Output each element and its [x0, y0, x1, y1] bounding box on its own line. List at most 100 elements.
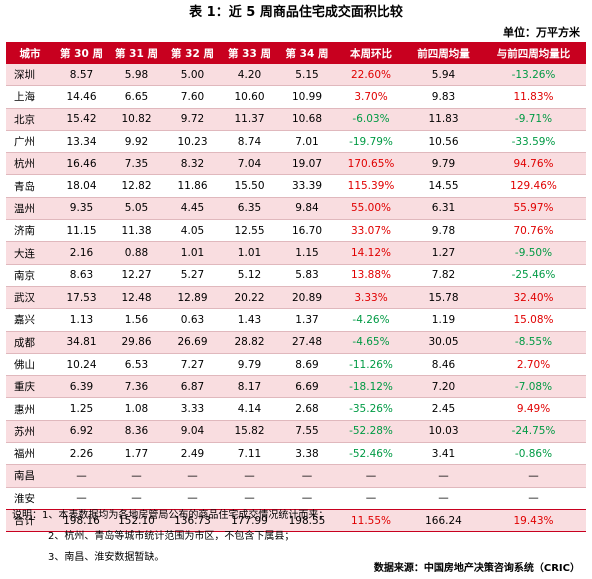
- city-cell: 杭州: [14, 158, 35, 171]
- header-week-31: 第 31 周: [109, 42, 164, 64]
- city-cell: 重庆: [14, 381, 35, 394]
- four-week-average-cell: —: [438, 492, 449, 505]
- table-row: 青岛 18.04 12.82 11.86 15.50 33.39 115.39% 14.55 1…: [6, 175, 586, 198]
- four-week-average-cell: 14.55: [428, 180, 459, 193]
- week-34-cell: 8.69: [295, 358, 319, 371]
- header-vs-four-week-average: 与前四周均量比: [481, 42, 586, 64]
- week-31-cell: —: [131, 469, 142, 482]
- week-32-cell: 3.33: [180, 403, 205, 416]
- week-31-cell: 0.88: [124, 247, 149, 260]
- week-30-cell: 14.46: [66, 90, 97, 103]
- table-row: 武汉 17.53 12.48 12.89 20.22 20.89 3.33% 15.78 32.…: [6, 286, 586, 309]
- week-31-cell: 1.56: [124, 313, 149, 326]
- four-week-average-cell: 3.41: [431, 447, 456, 460]
- city-cell: 青岛: [14, 180, 35, 193]
- table-row: 上海 14.46 6.65 7.60 10.60 10.99 3.70% 9.83 11.83%: [6, 86, 586, 109]
- week-34-cell: 7.55: [295, 425, 319, 438]
- week-32-cell: 10.23: [177, 135, 208, 148]
- city-cell: 武汉: [14, 292, 35, 305]
- week-30-cell: 10.24: [66, 358, 97, 371]
- header-week-over-week: 本周环比: [336, 42, 406, 64]
- vs-four-week-average-cell: -33.59%: [511, 135, 556, 148]
- week-33-cell: 8.74: [237, 135, 262, 148]
- week-33-cell: 4.14: [237, 403, 262, 416]
- week-30-cell: 1.25: [69, 403, 94, 416]
- week-32-cell: 7.60: [180, 90, 205, 103]
- week-over-week-cell: 33.07%: [350, 224, 392, 237]
- city-cell: 苏州: [14, 425, 35, 438]
- week-over-week-cell: -52.28%: [349, 425, 393, 438]
- week-33-cell: 5.12: [237, 269, 262, 282]
- week-32-cell: 4.45: [180, 202, 205, 215]
- vs-four-week-average-cell: -9.71%: [514, 113, 553, 126]
- week-33-cell: 177.99: [221, 508, 278, 533]
- week-30-cell: 8.63: [69, 269, 94, 282]
- week-over-week-cell: -4.65%: [352, 336, 390, 349]
- week-30-cell: 18.04: [66, 180, 97, 193]
- table-row: 南昌 — — — — — — — —: [6, 464, 586, 488]
- week-30-cell: 17.53: [66, 291, 97, 304]
- week-31-cell: 7.35: [124, 157, 149, 170]
- total-row: 合计 198.16 152.10 136.73 177.99 198.55 11.55% 16…: [6, 508, 586, 533]
- week-31-cell: 7.36: [124, 380, 149, 393]
- week-33-cell: —: [244, 492, 255, 505]
- week-over-week-cell: 3.70%: [354, 90, 388, 103]
- data-source: 数据来源：中国房地产决策咨询系统（CRIC）: [373, 563, 580, 574]
- week-31-cell: 29.86: [121, 336, 152, 349]
- week-30-cell: —: [76, 469, 87, 482]
- week-over-week-cell: 3.33%: [354, 291, 388, 304]
- vs-four-week-average-cell: -8.55%: [514, 336, 553, 349]
- week-34-cell: 10.99: [291, 90, 323, 103]
- header-week-30: 第 30 周: [54, 42, 109, 64]
- week-over-week-cell: -18.12%: [349, 380, 393, 393]
- week-33-cell: 12.55: [234, 224, 265, 237]
- table-row: 南京 8.63 12.27 5.27 5.12 5.83 13.88% 7.82 -25.46%: [6, 264, 586, 287]
- vs-four-week-average-cell: 11.83%: [513, 90, 554, 103]
- week-32-cell: 26.69: [177, 336, 208, 349]
- week-31-cell: 10.82: [121, 113, 152, 126]
- notes: 说明：1、本表数据均为各地房管局公布的商品住宅成交情况统计而来； 2、杭州、青岛…: [12, 505, 328, 568]
- vs-four-week-average-cell: 15.08%: [513, 313, 554, 326]
- note-line-3: 3、南昌、淮安数据暂缺。: [48, 552, 165, 563]
- week-31-cell: 6.53: [124, 358, 149, 371]
- four-week-average-cell: 166.24: [406, 508, 481, 533]
- table-row: 嘉兴 1.13 1.56 0.63 1.43 1.37 -4.26% 1.19 15.08%: [6, 309, 586, 332]
- four-week-average-cell: 1.27: [431, 247, 456, 260]
- week-33-cell: 7.04: [237, 157, 262, 170]
- week-33-cell: 7.11: [237, 447, 262, 460]
- week-34-cell: 5.83: [295, 269, 319, 282]
- week-33-cell: 1.01: [237, 247, 262, 260]
- note-line-2: 2、杭州、青岛等城市统计范围为市区，不包含下属县；: [48, 531, 295, 542]
- week-30-cell: 198.16: [54, 508, 109, 533]
- week-30-cell: 6.92: [69, 425, 94, 438]
- vs-four-week-average-cell: 129.46%: [510, 180, 557, 193]
- table-row: 重庆 6.39 7.36 6.87 8.17 6.69 -18.12% 7.20 -7.08%: [6, 375, 586, 398]
- week-32-cell: 4.05: [180, 224, 205, 237]
- vs-four-week-average-cell: 55.97%: [513, 202, 554, 215]
- four-week-average-cell: 2.45: [431, 403, 456, 416]
- city-cell: 深圳: [14, 69, 35, 82]
- header-city: 城市: [6, 42, 54, 64]
- four-week-average-cell: 7.82: [431, 269, 456, 282]
- week-32-cell: 2.49: [180, 447, 205, 460]
- week-30-cell: —: [76, 492, 87, 505]
- week-33-cell: 15.82: [234, 425, 265, 438]
- four-week-average-cell: —: [438, 469, 449, 482]
- city-cell: 嘉兴: [14, 314, 35, 327]
- week-32-cell: 11.86: [177, 180, 208, 193]
- vs-four-week-average-cell: -0.86%: [514, 447, 553, 460]
- four-week-average-cell: 10.56: [428, 135, 459, 148]
- week-34-cell: —: [301, 469, 313, 482]
- week-33-cell: 1.43: [237, 313, 262, 326]
- week-over-week-cell: 22.60%: [350, 68, 392, 81]
- week-33-cell: 20.22: [234, 291, 265, 304]
- note-line-1: 说明：1、本表数据均为各地房管局公布的商品住宅成交情况统计而来；: [12, 510, 329, 521]
- week-33-cell: 28.82: [234, 336, 265, 349]
- week-over-week-cell: 14.12%: [350, 247, 392, 260]
- header-week-32: 第 32 周: [164, 42, 221, 64]
- table-row: 济南 11.15 11.38 4.05 12.55 16.70 33.07% 9.78 70.7…: [6, 220, 586, 242]
- week-32-cell: 12.89: [177, 291, 208, 304]
- city-cell: 惠州: [14, 403, 35, 416]
- week-34-cell: 1.37: [295, 313, 319, 326]
